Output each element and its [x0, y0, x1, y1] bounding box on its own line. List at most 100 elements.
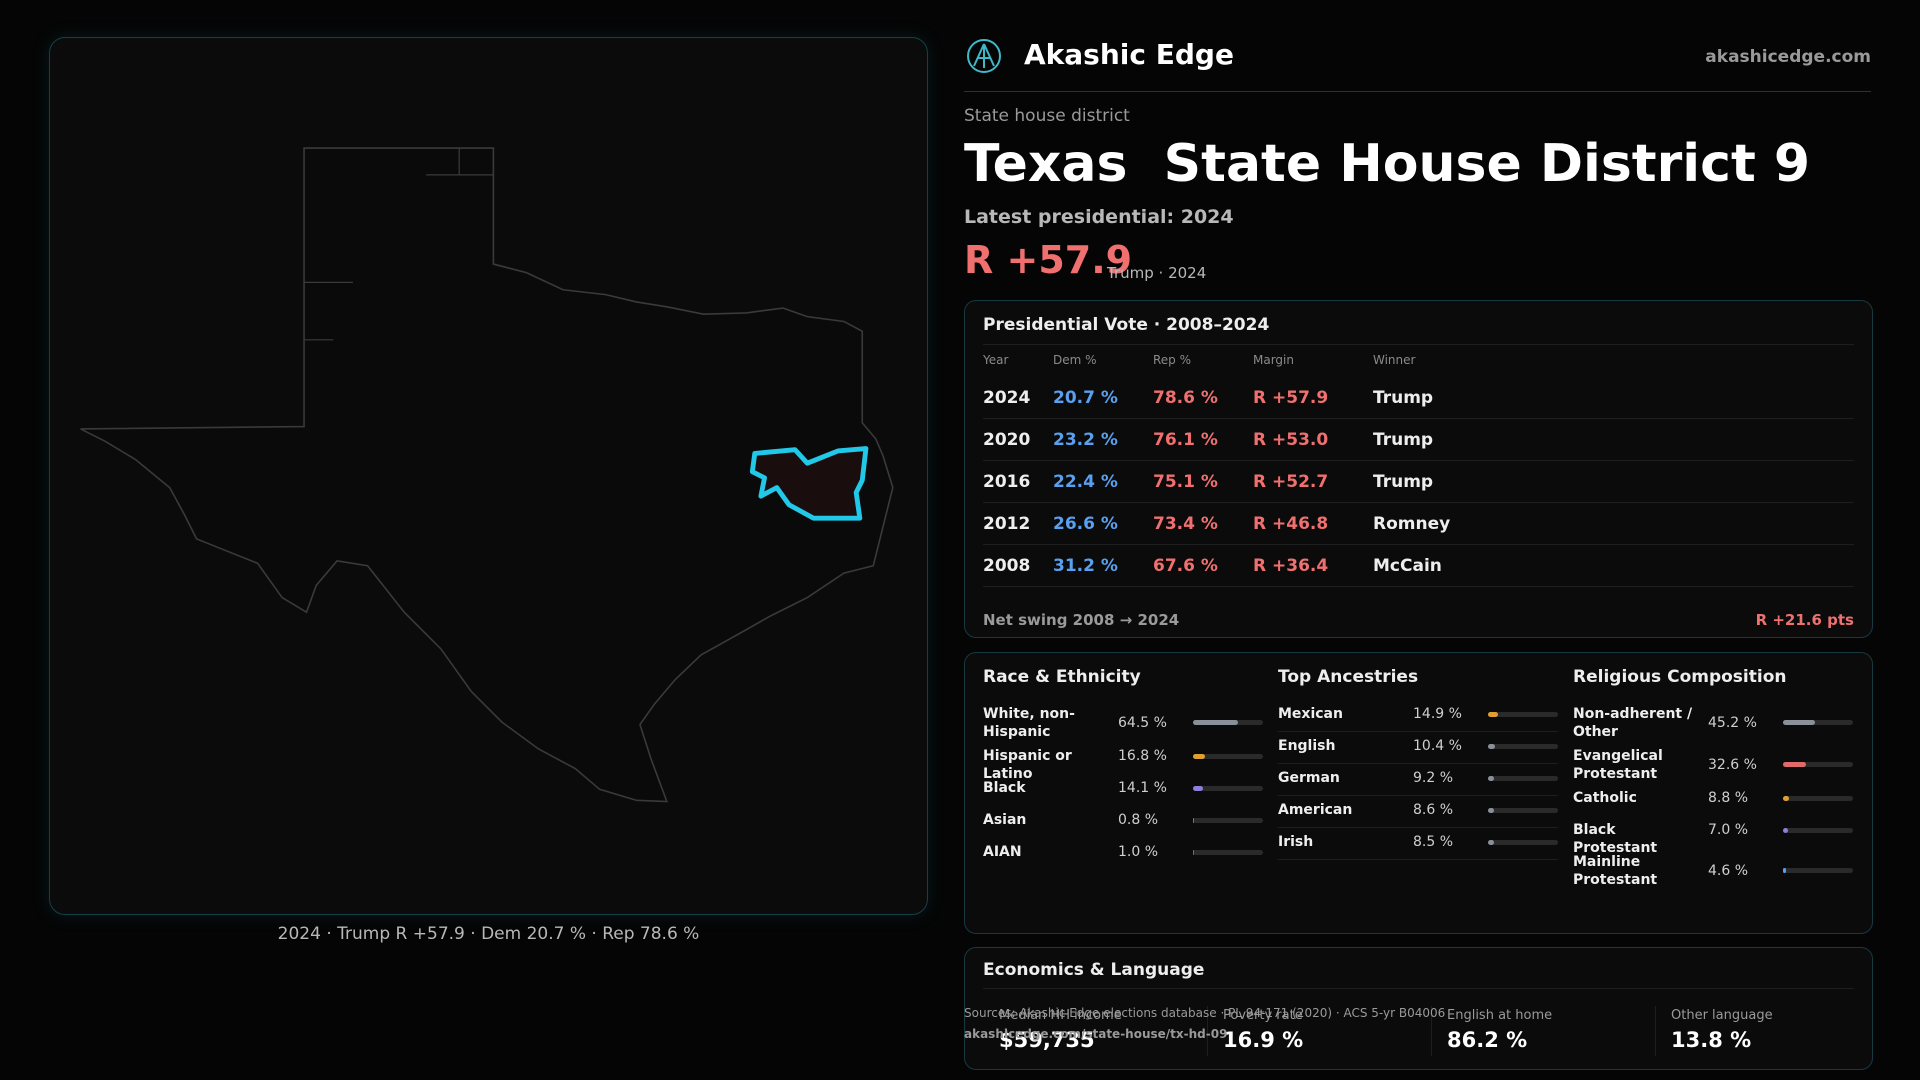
row-name: German: [1278, 770, 1340, 786]
cell: R +57.9: [1253, 388, 1329, 408]
cell: Trump: [1373, 472, 1434, 492]
stat-divider: [1431, 1006, 1432, 1056]
row-value: 8.5 %: [1413, 834, 1454, 850]
row-divider: [1278, 795, 1558, 796]
swing-label: Net swing 2008 → 2024: [983, 611, 1180, 629]
presidential-card: Presidential Vote · 2008–2024 Net swing …: [964, 300, 1873, 638]
bar: [1488, 712, 1499, 717]
bar-track: [1193, 850, 1263, 855]
card-title: Presidential Vote · 2008–2024: [983, 315, 1270, 335]
bar: [1193, 818, 1194, 823]
brand: Akashic Edge: [1024, 38, 1234, 71]
bar: [1488, 744, 1496, 749]
logo: [967, 39, 1001, 73]
column-header: Margin: [1253, 353, 1294, 367]
table-row: 2012 26.6 % 73.4 % R +46.8 Romney: [983, 503, 1854, 545]
card-title: Economics & Language: [983, 960, 1205, 980]
site-link[interactable]: akashicedge.com: [1705, 47, 1871, 67]
row-divider: [1278, 731, 1558, 732]
column-header: Rep %: [1153, 353, 1192, 367]
column-header: Winner: [1373, 353, 1416, 367]
cell: 78.6 %: [1153, 388, 1218, 408]
economics-card: Economics & Language Median HH income $59…: [964, 947, 1873, 1070]
cell: 67.6 %: [1153, 556, 1218, 576]
cell: Trump: [1373, 430, 1434, 450]
stat-divider: [1655, 1006, 1656, 1056]
cell: R +52.7: [1253, 472, 1329, 492]
cell: 2024: [983, 388, 1031, 408]
row-value: 8.6 %: [1413, 802, 1454, 818]
row-name: English: [1278, 738, 1336, 754]
title-state: Texas: [964, 134, 1128, 194]
bar: [1783, 828, 1788, 833]
bar: [1783, 868, 1787, 873]
row-value: 1.0 %: [1118, 844, 1159, 860]
row-name: Irish: [1278, 834, 1314, 850]
stat-label: Other language: [1671, 1008, 1773, 1023]
section-title: Top Ancestries: [1278, 667, 1419, 687]
bar-track: [1193, 786, 1263, 791]
cell: 2008: [983, 556, 1031, 576]
table-row: 2024 20.7 % 78.6 % R +57.9 Trump: [983, 377, 1854, 419]
row-name: Evangelical Protestant: [1573, 748, 1663, 782]
row-name: Black Protestant: [1573, 822, 1658, 856]
stat-value: 13.8 %: [1671, 1028, 1752, 1052]
bar-track: [1193, 754, 1263, 759]
cell: 2016: [983, 472, 1031, 492]
bar-track: [1783, 720, 1853, 725]
row-value: 64.5 %: [1118, 715, 1167, 731]
divider: [964, 91, 1871, 92]
row-name: White, non-Hispanic: [983, 706, 1075, 740]
source: Sources: Akashic Edge elections database…: [964, 1006, 1446, 1020]
kicker: State house district: [964, 106, 1130, 126]
margin: R +57.9: [964, 238, 1133, 282]
map-panel: [49, 37, 928, 915]
cell: 75.1 %: [1153, 472, 1218, 492]
bar-track: [1783, 762, 1853, 767]
table-row: 2020 23.2 % 76.1 % R +53.0 Trump: [983, 419, 1854, 461]
bar: [1783, 796, 1790, 801]
stat-divider: [1207, 1006, 1208, 1056]
bar-track: [1783, 868, 1853, 873]
cell: Trump: [1373, 388, 1434, 408]
bar-track: [1783, 828, 1853, 833]
cell: 23.2 %: [1053, 430, 1118, 450]
bar-track: [1193, 818, 1263, 823]
source-url[interactable]: akashicedge.com/state-house/tx-hd-09: [964, 1027, 1228, 1041]
bar: [1488, 840, 1494, 845]
row-value: 7.0 %: [1708, 822, 1749, 838]
row-value: 45.2 %: [1708, 715, 1757, 731]
bar-track: [1488, 712, 1558, 717]
stat-label: Poverty rate: [1223, 1008, 1303, 1023]
cell: 73.4 %: [1153, 514, 1218, 534]
bar: [1193, 720, 1239, 725]
section-title: Religious Composition: [1573, 667, 1787, 687]
row-value: 8.8 %: [1708, 790, 1749, 806]
map: [80, 147, 894, 803]
map-caption: 2024 · Trump R +57.9 · Dem 20.7 % · Rep …: [277, 924, 700, 944]
row-name: AIAN: [983, 844, 1022, 860]
row-name: Mainline Protestant: [1573, 854, 1658, 888]
bar: [1783, 762, 1806, 767]
row-value: 10.4 %: [1413, 738, 1462, 754]
cell: 22.4 %: [1053, 472, 1118, 492]
cell: 2020: [983, 430, 1031, 450]
row-value: 4.6 %: [1708, 863, 1749, 879]
bar: [1193, 754, 1205, 759]
cell: McCain: [1373, 556, 1442, 576]
section-title: Race & Ethnicity: [983, 667, 1141, 687]
cell: 2012: [983, 514, 1031, 534]
row-value: 16.8 %: [1118, 748, 1167, 764]
panhandle-lines: [304, 148, 494, 341]
latest: Latest presidential: 2024: [964, 206, 1234, 228]
cell: 20.7 %: [1053, 388, 1118, 408]
cell: 26.6 %: [1053, 514, 1118, 534]
stat-label: Median HH income: [999, 1008, 1122, 1023]
divider: [983, 344, 1854, 345]
bar-track: [1488, 776, 1558, 781]
row-name: Hispanic or Latino: [983, 748, 1072, 782]
divider: [983, 988, 1854, 989]
cell: R +36.4: [1253, 556, 1329, 576]
